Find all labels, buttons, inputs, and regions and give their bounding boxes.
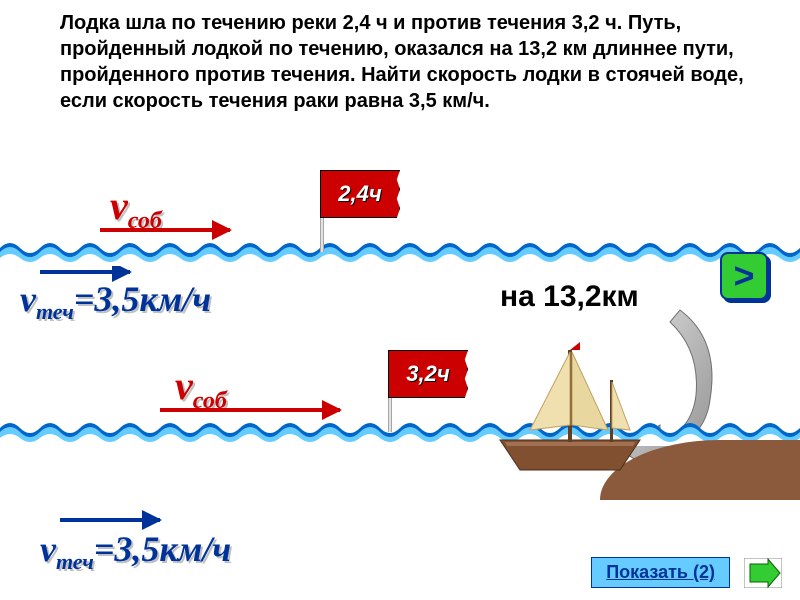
v-tech-subscript-2: теч bbox=[56, 549, 94, 574]
time-value-2: 3,2ч bbox=[406, 361, 449, 387]
current-velocity-arrow-2 bbox=[60, 518, 160, 522]
eq-sign-2: = bbox=[94, 529, 115, 569]
problem-statement: Лодка шла по течению реки 2,4 ч и против… bbox=[0, 0, 800, 114]
boat-velocity-arrow-1 bbox=[100, 228, 230, 232]
greater-than-badge: > bbox=[720, 252, 768, 300]
v-tech-value-2: 3,5км/ч bbox=[114, 529, 231, 569]
boat-icon bbox=[480, 330, 660, 480]
flag-cloth-2: 3,2ч bbox=[388, 350, 468, 398]
time-flag-2: 3,2ч bbox=[388, 350, 468, 398]
water-waves-2 bbox=[0, 418, 800, 446]
v-symbol: v bbox=[110, 183, 128, 228]
v-tech-label-2: vтеч=3,5км/ч bbox=[40, 528, 231, 575]
time-value-1: 2,4ч bbox=[338, 181, 381, 207]
time-flag-1: 2,4ч bbox=[320, 170, 400, 218]
v-tech-symbol-2: v bbox=[40, 529, 56, 569]
next-slide-button[interactable] bbox=[744, 558, 782, 588]
v-symbol-2: v bbox=[175, 363, 193, 408]
v-tech-value: 3,5км/ч bbox=[94, 279, 211, 319]
v-tech-symbol: v bbox=[20, 279, 36, 319]
eq-sign: = bbox=[74, 279, 95, 319]
water-waves-1 bbox=[0, 238, 800, 266]
current-velocity-arrow-1 bbox=[40, 270, 130, 274]
show-solution-button[interactable]: Показать (2) bbox=[591, 557, 730, 588]
boat-velocity-arrow-2 bbox=[160, 408, 340, 412]
v-tech-label-1: vтеч=3,5км/ч bbox=[20, 278, 211, 325]
v-tech-subscript: теч bbox=[36, 299, 74, 324]
flag-cloth-1: 2,4ч bbox=[320, 170, 400, 218]
